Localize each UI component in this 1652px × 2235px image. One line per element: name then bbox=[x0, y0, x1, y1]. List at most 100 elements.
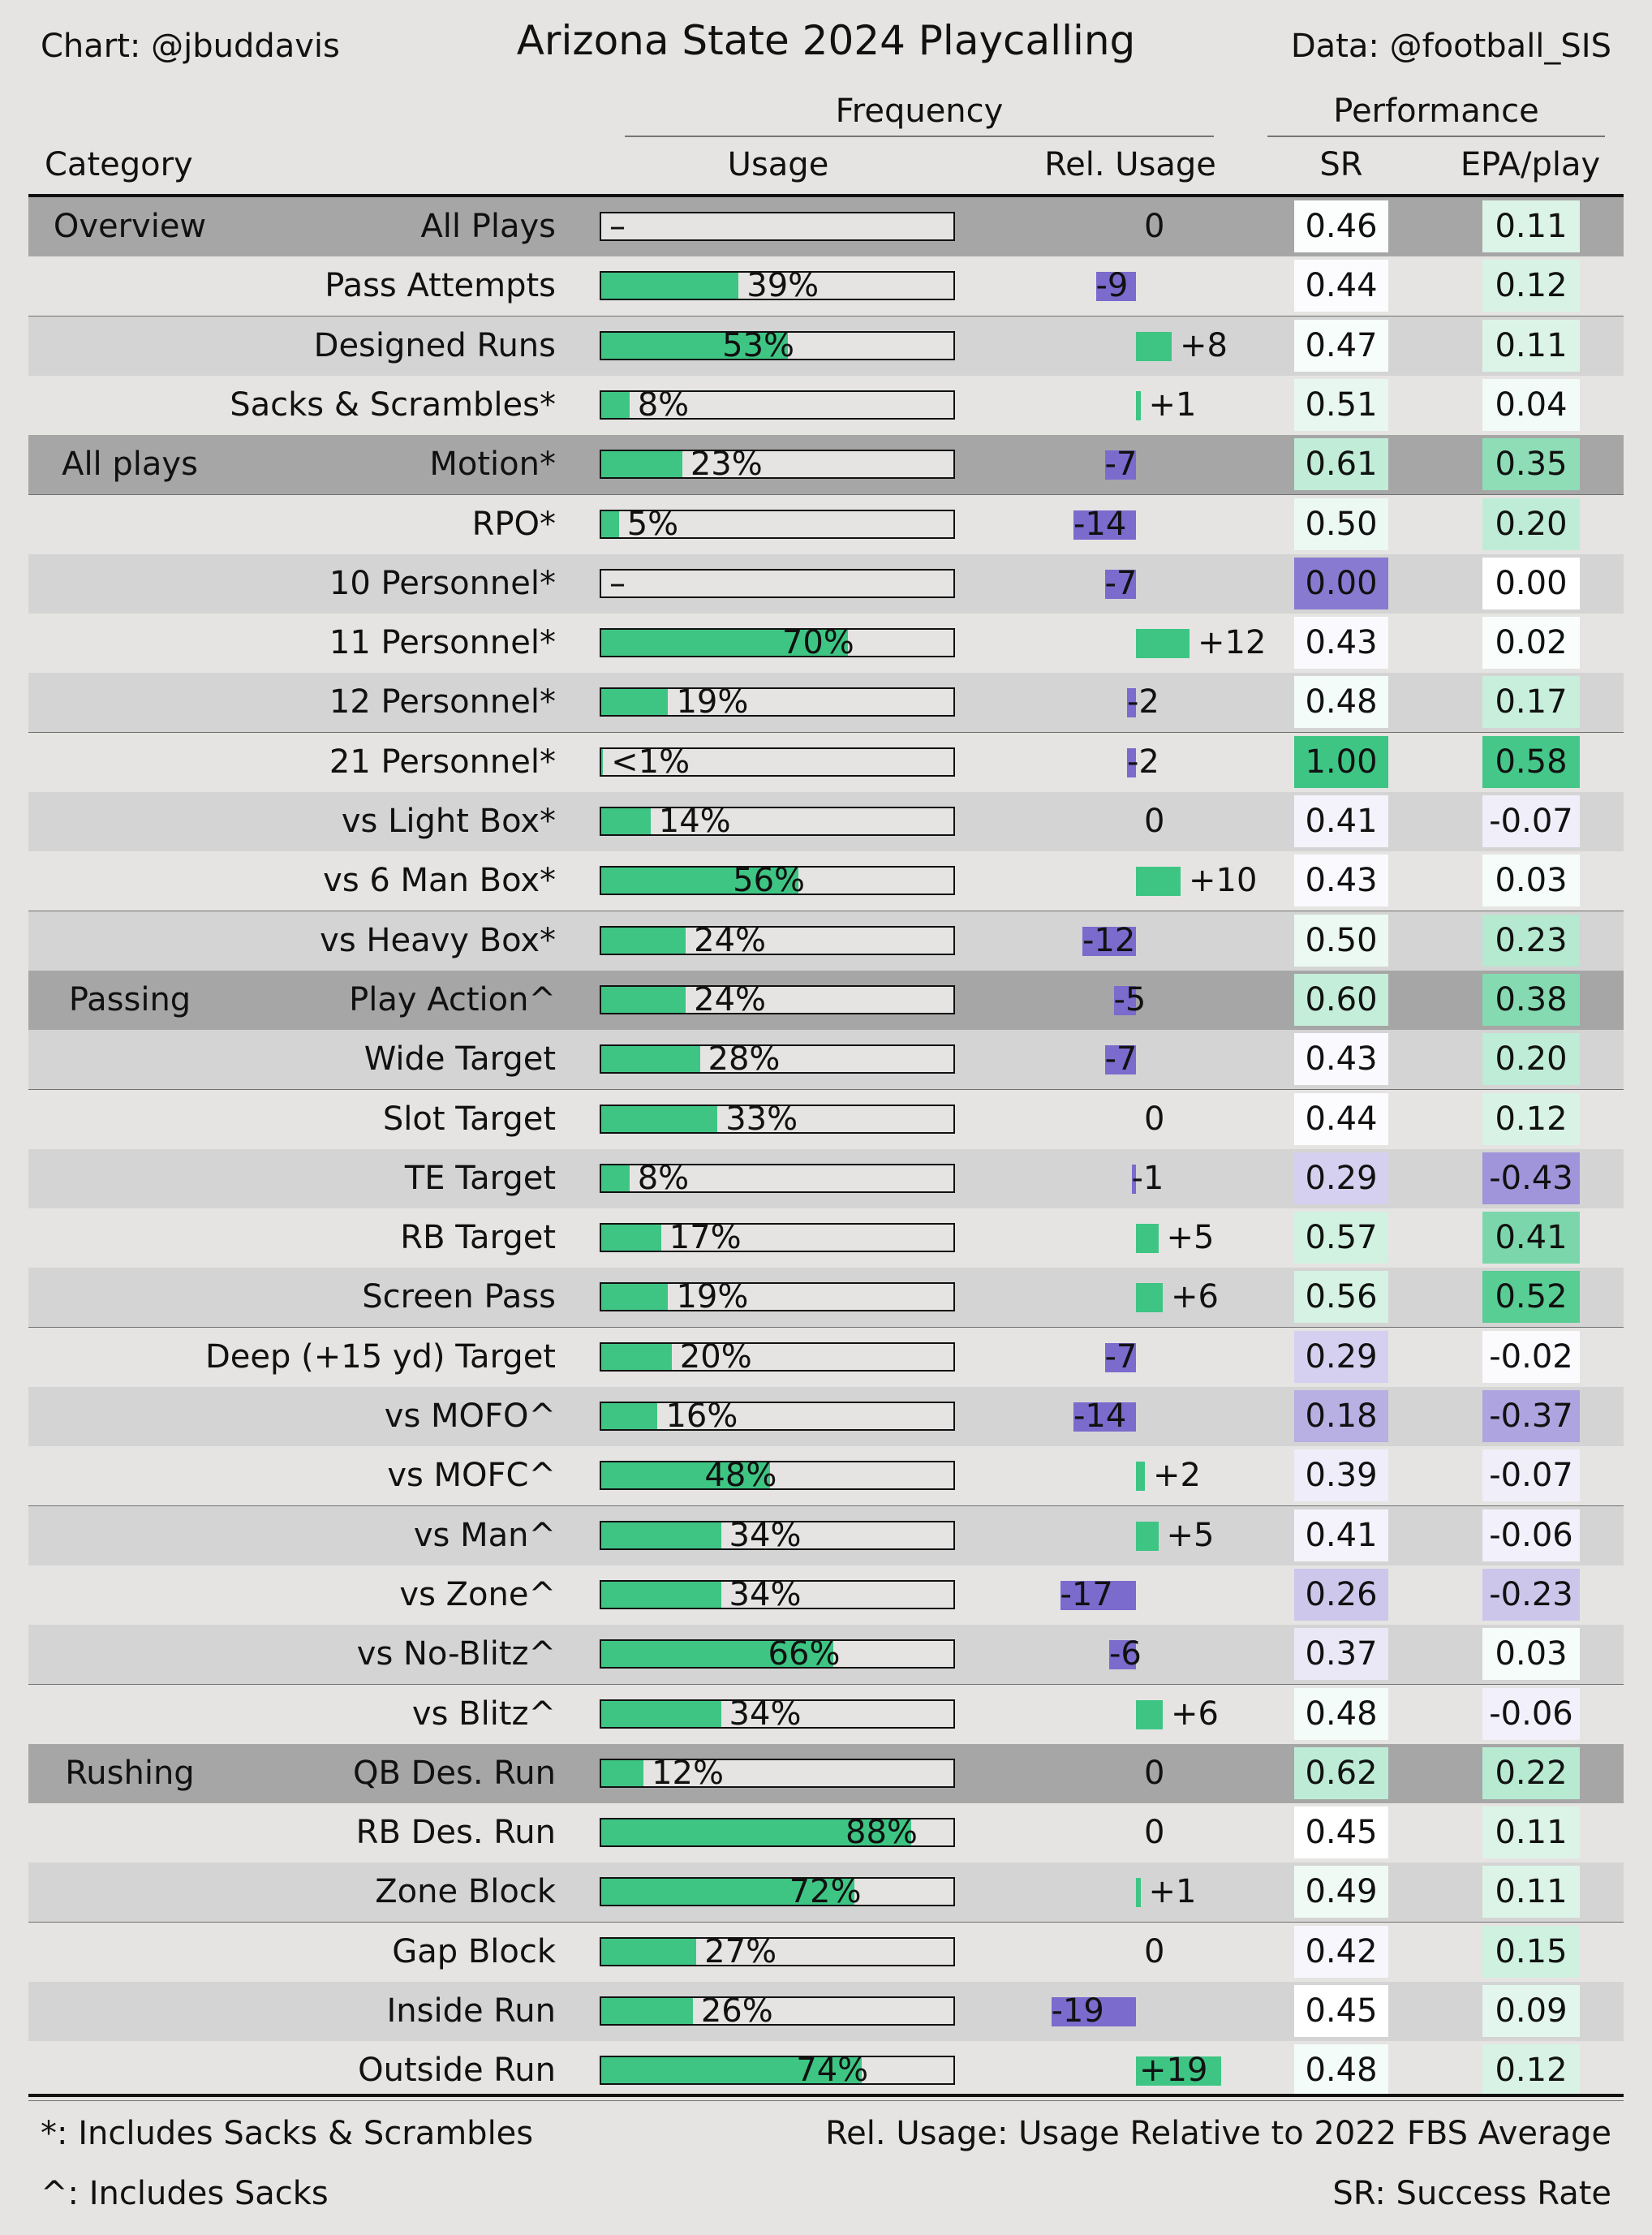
play-label: Inside Run bbox=[386, 1992, 556, 2030]
play-label: vs MOFO^ bbox=[384, 1397, 556, 1435]
success-rate-cell: 0.41 bbox=[1294, 795, 1388, 847]
table-row: Overview All Plays – 0 0.46 0.11 bbox=[28, 197, 1624, 257]
usage-value: 14% bbox=[658, 803, 731, 840]
col-header-usage: Usage bbox=[727, 146, 829, 183]
rel-usage-value: -7 bbox=[1104, 1040, 1138, 1079]
usage-bar-track: 24% bbox=[600, 924, 955, 957]
epa-cell: 0.00 bbox=[1482, 557, 1580, 609]
usage-bar-track: 27% bbox=[600, 1932, 955, 1970]
usage-bar-track: 5% bbox=[600, 508, 955, 540]
success-rate-cell: 0.45 bbox=[1294, 1807, 1388, 1859]
usage-bar-fill bbox=[601, 808, 651, 834]
epa-cell: 0.11 bbox=[1482, 1866, 1580, 1918]
usage-value: 16% bbox=[665, 1397, 738, 1435]
usage-bar-track: 8% bbox=[600, 389, 955, 421]
rel-usage-bar bbox=[1136, 2056, 1221, 2086]
usage-value: 27% bbox=[704, 1932, 777, 1970]
rel-usage-value: -7 bbox=[1104, 564, 1138, 602]
rel-usage-bar bbox=[1136, 390, 1141, 420]
usage-value: 39% bbox=[746, 267, 820, 305]
epa-cell: 0.41 bbox=[1482, 1212, 1580, 1264]
data-credit: Data: @football_SIS bbox=[1290, 28, 1611, 65]
success-rate-cell: 0.43 bbox=[1294, 855, 1388, 907]
usage-bar-fill bbox=[601, 510, 619, 537]
usage-bar-fill bbox=[601, 451, 682, 478]
epa-cell: 0.22 bbox=[1482, 1746, 1580, 1799]
rel-usage-value: +6 bbox=[1171, 1695, 1219, 1733]
epa-cell: 0.11 bbox=[1482, 1807, 1580, 1859]
chart-credit: Chart: @jbuddavis bbox=[41, 28, 340, 65]
rel-usage-value: +8 bbox=[1180, 326, 1228, 364]
usage-bar-track: 19% bbox=[600, 683, 955, 721]
epa-cell: 0.03 bbox=[1482, 1628, 1580, 1681]
rel-usage-value: +2 bbox=[1153, 1457, 1201, 1495]
table-top-rule bbox=[28, 194, 1624, 197]
epa-cell: 0.12 bbox=[1482, 260, 1580, 312]
rel-usage-value: -9 bbox=[1095, 267, 1129, 305]
rel-usage-bar bbox=[1104, 1045, 1136, 1075]
col-header-rel-usage: Rel. Usage bbox=[1044, 146, 1216, 183]
rel-usage-value: +10 bbox=[1189, 862, 1258, 900]
table-row: Zone Block 72% +1 0.49 0.11 bbox=[28, 1862, 1624, 1923]
usage-value: 26% bbox=[700, 1992, 773, 2030]
usage-value: 19% bbox=[676, 1278, 749, 1316]
usage-bar-track: 17% bbox=[600, 1219, 955, 1257]
epa-cell: 0.17 bbox=[1482, 676, 1580, 729]
usage-bar-fill bbox=[601, 1998, 693, 2024]
usage-bar-track: 56% bbox=[600, 864, 955, 897]
play-label: Outside Run bbox=[358, 2052, 556, 2090]
usage-value: 8% bbox=[637, 1159, 690, 1197]
usage-value: 74% bbox=[796, 2052, 869, 2090]
play-label: vs No-Blitz^ bbox=[356, 1635, 556, 1673]
success-rate-cell: 0.42 bbox=[1294, 1925, 1388, 1978]
rel-usage-bar bbox=[1136, 1462, 1145, 1492]
play-label: Motion* bbox=[429, 446, 556, 484]
table-row: vs Zone^ 34% -17 0.26 -0.23 bbox=[28, 1565, 1624, 1626]
rel-usage-value: +1 bbox=[1148, 385, 1197, 424]
group-performance-line bbox=[1267, 136, 1605, 137]
table-row: 12 Personnel* 19% -2 0.48 0.17 bbox=[28, 673, 1624, 734]
play-label: Zone Block bbox=[375, 1873, 556, 1911]
usage-bar-fill bbox=[601, 1819, 911, 1846]
play-label: Screen Pass bbox=[362, 1278, 556, 1316]
success-rate-cell: 0.61 bbox=[1294, 438, 1388, 491]
success-rate-cell: 0.46 bbox=[1294, 200, 1388, 252]
rel-usage-value: 0 bbox=[1144, 1932, 1165, 1970]
usage-bar-track: 66% bbox=[600, 1638, 955, 1670]
table-row: RB Target 17% +5 0.57 0.41 bbox=[28, 1208, 1624, 1269]
success-rate-cell: 0.48 bbox=[1294, 2044, 1388, 2097]
success-rate-cell: 0.44 bbox=[1294, 1092, 1388, 1145]
play-label: RPO* bbox=[471, 505, 556, 543]
rel-usage-bar bbox=[1136, 867, 1181, 897]
success-rate-cell: 0.51 bbox=[1294, 378, 1388, 431]
table-row: Sacks & Scrambles* 8% +1 0.51 0.04 bbox=[28, 375, 1624, 436]
usage-bar-fill bbox=[601, 1938, 697, 1965]
success-rate-cell: 0.48 bbox=[1294, 1687, 1388, 1740]
usage-value: – bbox=[609, 564, 626, 602]
rel-usage-value: -5 bbox=[1113, 980, 1147, 1018]
success-rate-cell: 0.00 bbox=[1294, 557, 1388, 609]
success-rate-cell: 0.26 bbox=[1294, 1568, 1388, 1621]
usage-bar-track: 33% bbox=[600, 1103, 955, 1135]
usage-bar-track: 26% bbox=[600, 1992, 955, 2030]
table-row: vs MOFO^ 16% -14 0.18 -0.37 bbox=[28, 1387, 1624, 1447]
usage-value: 34% bbox=[729, 1695, 802, 1733]
epa-cell: 0.11 bbox=[1482, 200, 1580, 252]
usage-value: 17% bbox=[669, 1219, 742, 1257]
usage-bar-track: 20% bbox=[600, 1341, 955, 1373]
usage-value: 53% bbox=[722, 326, 795, 364]
usage-bar-fill bbox=[601, 1879, 855, 1906]
success-rate-cell: 0.50 bbox=[1294, 497, 1388, 550]
usage-bar-fill bbox=[601, 1522, 721, 1548]
usage-value: 19% bbox=[676, 683, 749, 721]
col-header-epa: EPA/play bbox=[1460, 146, 1601, 183]
success-rate-cell: 0.47 bbox=[1294, 319, 1388, 372]
usage-bar-track: – bbox=[600, 210, 955, 243]
usage-bar-track: 19% bbox=[600, 1278, 955, 1316]
usage-bar-track: – bbox=[600, 564, 955, 602]
table-row: RPO* 5% -14 0.50 0.20 bbox=[28, 494, 1624, 555]
usage-bar-track: 16% bbox=[600, 1397, 955, 1435]
table-row: 11 Personnel* 70% +12 0.43 0.02 bbox=[28, 614, 1624, 674]
category-label: Passing bbox=[68, 980, 191, 1018]
table-row: Deep (+15 yd) Target 20% -7 0.29 -0.02 bbox=[28, 1327, 1624, 1388]
